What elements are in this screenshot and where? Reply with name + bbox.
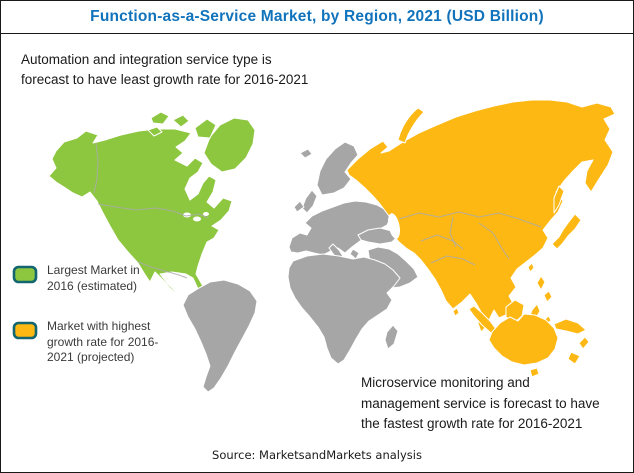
region-new-zealand-north xyxy=(578,336,590,350)
region-philippines xyxy=(543,290,553,303)
region-iceland xyxy=(299,148,313,159)
region-north-america xyxy=(48,128,233,329)
title-bar: Function-as-a-Service Market, by Region,… xyxy=(1,1,633,34)
region-baffin-island xyxy=(194,118,217,139)
water-bodies xyxy=(183,212,401,239)
border-us-mexico xyxy=(137,261,188,279)
region-asia-mainland xyxy=(346,99,616,333)
region-new-guinea xyxy=(553,318,587,335)
region-ireland xyxy=(293,200,305,213)
region-taiwan xyxy=(527,262,535,273)
region-australia xyxy=(488,313,559,366)
region-tasmania xyxy=(529,367,540,378)
annotation-line: Automation and integration service type … xyxy=(21,52,272,67)
region-arctic-island xyxy=(147,126,163,137)
country-borders xyxy=(93,142,542,279)
legend-item-highest-growth: Market with highest growth rate for 2016… xyxy=(12,319,165,366)
region-turkey xyxy=(357,227,399,245)
annotation-line: forecast to have least growth rate for 2… xyxy=(21,71,309,87)
legend-label-highest-growth: Market with highest growth rate for 2016… xyxy=(47,319,159,364)
source-note: Source: MarketsandMarkets analysis xyxy=(212,448,422,462)
region-group-largest-market xyxy=(48,111,256,329)
great-lake xyxy=(193,216,201,222)
chart-title: Function-as-a-Service Market, by Region,… xyxy=(90,8,544,25)
annotation-line: management service is forecast to have xyxy=(361,395,600,411)
region-scandinavia xyxy=(316,141,359,196)
border-india-china xyxy=(430,255,476,266)
caspian-sea xyxy=(387,213,401,239)
legend-swatch-largest-market xyxy=(12,265,38,284)
region-greece xyxy=(349,248,360,260)
region-japan xyxy=(551,213,582,250)
legend-swatch-rect xyxy=(12,265,38,284)
great-lake xyxy=(203,212,209,216)
region-madagascar xyxy=(384,324,399,350)
region-sakhalin xyxy=(553,185,565,214)
region-africa xyxy=(287,253,401,365)
region-greenland xyxy=(203,117,256,173)
border-china-southeast xyxy=(478,222,510,260)
region-arctic-island xyxy=(172,114,190,128)
legend-swatch-highest-growth xyxy=(12,321,38,340)
border-iran-pakistan xyxy=(420,234,464,250)
region-sri-lanka xyxy=(452,307,460,317)
border-russia-central-asia xyxy=(398,211,542,228)
annotation-line: Microservice monitoring and xyxy=(361,375,530,390)
region-group-highest-growth xyxy=(346,99,616,378)
region-new-zealand-south xyxy=(567,351,581,365)
border-us-canada xyxy=(97,203,209,219)
region-united-kingdom xyxy=(301,189,318,214)
region-philippines xyxy=(536,275,546,291)
region-south-america xyxy=(182,279,258,393)
legend-item-largest-market: Largest Market in 2016 (estimated) xyxy=(12,263,165,294)
region-novaya-zemlya xyxy=(397,107,425,144)
border-alaska-canada xyxy=(93,142,99,194)
region-arctic-island xyxy=(150,111,170,125)
legend-label-largest-market: Largest Market in 2016 (estimated) xyxy=(47,263,140,293)
annotation-bottom-right: Microservice monitoring and management s… xyxy=(361,373,600,435)
region-sumatra xyxy=(468,305,497,334)
annotation-line: the fastest growth rate for 2016-2021 xyxy=(361,416,583,431)
region-group-other xyxy=(182,141,419,393)
legend-swatch-rect xyxy=(12,321,38,340)
great-lake xyxy=(183,212,191,218)
annotation-top-left: Automation and integration service type … xyxy=(21,50,308,89)
